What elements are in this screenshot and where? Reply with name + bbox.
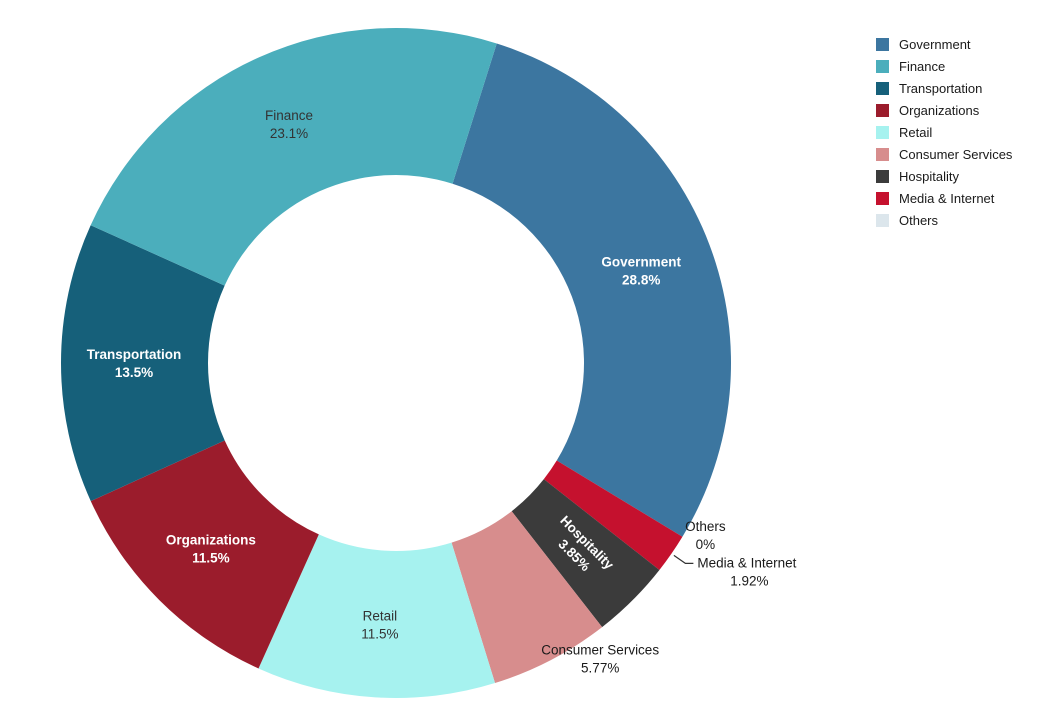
slice-hospitality[interactable] bbox=[511, 479, 660, 628]
legend-swatch-icon bbox=[876, 147, 889, 161]
legend-item-others[interactable]: Others bbox=[876, 209, 1012, 231]
slice-government[interactable] bbox=[452, 43, 732, 537]
legend-swatch-icon bbox=[876, 213, 889, 227]
legend-label: Others bbox=[899, 212, 939, 228]
legend-swatch-icon bbox=[876, 191, 889, 205]
legend-swatch-icon bbox=[876, 37, 889, 51]
outside-label-media-internet: Media & Internet bbox=[697, 555, 796, 570]
slice-consumer-services[interactable] bbox=[451, 511, 603, 684]
slice-finance[interactable] bbox=[90, 27, 497, 286]
slice-label-retail: Retail 11.5% bbox=[361, 609, 398, 642]
slice-transportation[interactable] bbox=[60, 225, 225, 502]
slice-retail[interactable] bbox=[258, 534, 495, 699]
legend-item-government[interactable]: Government bbox=[876, 33, 1012, 55]
legend-item-organizations[interactable]: Organizations bbox=[876, 99, 1012, 121]
legend-item-finance[interactable]: Finance bbox=[876, 55, 1012, 77]
legend-label: Finance bbox=[899, 58, 946, 74]
legend-swatch-icon bbox=[876, 169, 889, 183]
legend-swatch-icon bbox=[876, 103, 889, 117]
leader-line-media-internet bbox=[673, 554, 694, 564]
chart-legend: Government Finance Transportation Organizat… bbox=[876, 33, 1012, 231]
legend-label: Hospitality bbox=[899, 168, 959, 184]
outside-label-others: Others 0% bbox=[685, 519, 726, 552]
legend-label: Retail bbox=[899, 124, 933, 140]
slice-label-finance: Finance 23.1% bbox=[265, 108, 313, 141]
slice-label-organizations: Organizations 11.5% bbox=[166, 532, 256, 565]
legend-item-media-internet[interactable]: Media & Internet bbox=[876, 187, 1012, 209]
legend-item-hospitality[interactable]: Hospitality bbox=[876, 165, 1012, 187]
legend-item-consumer-services[interactable]: Consumer Services bbox=[876, 143, 1012, 165]
legend-item-retail[interactable]: Retail bbox=[876, 121, 1012, 143]
slice-label-transportation: Transportation 13.5% bbox=[87, 347, 182, 380]
slice-media-internet[interactable] bbox=[543, 460, 683, 570]
legend-label: Media & Internet bbox=[899, 190, 995, 206]
legend-item-transportation[interactable]: Transportation bbox=[876, 77, 1012, 99]
legend-label: Transportation bbox=[899, 80, 983, 96]
slice-label-government: Government 28.8% bbox=[601, 255, 681, 288]
legend-swatch-icon bbox=[876, 81, 889, 95]
legend-swatch-icon bbox=[876, 59, 889, 73]
legend-label: Government bbox=[899, 36, 971, 52]
slice-organizations[interactable] bbox=[90, 440, 319, 669]
outside-label-consumer-services: Consumer Services 5.77% bbox=[541, 643, 659, 676]
legend-swatch-icon bbox=[876, 125, 889, 139]
legend-label: Organizations bbox=[899, 102, 980, 118]
outside-label-media-internet-pct: 1.92% bbox=[730, 573, 768, 588]
legend-label: Consumer Services bbox=[899, 146, 1013, 162]
